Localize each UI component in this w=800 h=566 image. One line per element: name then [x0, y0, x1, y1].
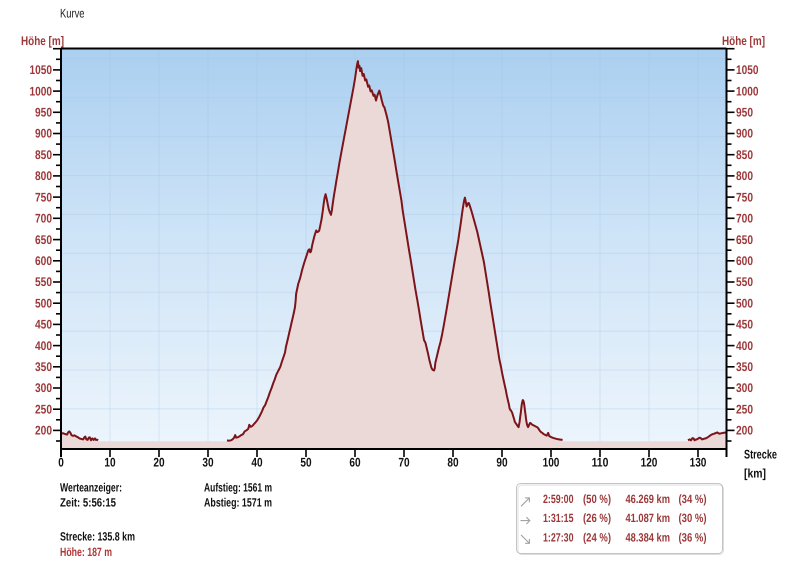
svg-text:200: 200 [736, 424, 753, 438]
svg-text:600: 600 [736, 254, 753, 268]
svg-text:600: 600 [35, 254, 52, 268]
svg-text:650: 650 [35, 233, 52, 247]
svg-text:400: 400 [736, 339, 753, 353]
svg-text:(24 %): (24 %) [583, 531, 611, 545]
svg-text:48.384 km: 48.384 km [626, 531, 671, 545]
svg-text:500: 500 [35, 296, 52, 310]
svg-text:50: 50 [300, 456, 311, 470]
svg-text:900: 900 [736, 127, 753, 141]
svg-text:(50 %): (50 %) [583, 492, 611, 506]
svg-text:450: 450 [35, 318, 52, 332]
svg-text:350: 350 [35, 360, 52, 374]
svg-text:550: 550 [736, 275, 753, 289]
svg-text:10: 10 [104, 456, 115, 470]
svg-text:Aufstieg: 1561 m: Aufstieg: 1561 m [204, 481, 272, 495]
svg-text:1000: 1000 [736, 84, 759, 98]
svg-text:750: 750 [35, 190, 52, 204]
svg-text:Werteanzeiger:: Werteanzeiger: [60, 481, 122, 495]
svg-text:450: 450 [736, 318, 753, 332]
svg-text:46.269 km: 46.269 km [626, 492, 671, 506]
svg-text:130: 130 [690, 456, 707, 470]
svg-text:Höhe [m]: Höhe [m] [722, 34, 765, 48]
svg-text:120: 120 [641, 456, 658, 470]
svg-text:300: 300 [736, 381, 753, 395]
svg-text:1000: 1000 [30, 84, 53, 98]
svg-text:90: 90 [496, 456, 507, 470]
svg-text:Strecke: Strecke [744, 448, 777, 462]
svg-text:0: 0 [58, 456, 64, 470]
svg-text:400: 400 [35, 339, 52, 353]
svg-text:(36 %): (36 %) [679, 531, 707, 545]
svg-text:350: 350 [736, 360, 753, 374]
svg-text:800: 800 [35, 169, 52, 183]
svg-text:500: 500 [736, 296, 753, 310]
svg-text:Zeit: 5:56:15: Zeit: 5:56:15 [60, 496, 116, 510]
svg-text:1050: 1050 [736, 63, 759, 77]
svg-text:2:59:00: 2:59:00 [543, 492, 574, 506]
svg-text:850: 850 [736, 148, 753, 162]
svg-text:100: 100 [543, 456, 560, 470]
svg-text:(26 %): (26 %) [583, 511, 611, 525]
svg-text:60: 60 [349, 456, 360, 470]
svg-text:(30 %): (30 %) [679, 511, 707, 525]
svg-text:20: 20 [153, 456, 164, 470]
svg-text:[km]: [km] [744, 467, 766, 481]
svg-text:1:31:15: 1:31:15 [543, 511, 574, 525]
svg-text:Kurve: Kurve [60, 7, 85, 21]
svg-text:70: 70 [398, 456, 409, 470]
svg-text:(34 %): (34 %) [679, 492, 707, 506]
svg-text:800: 800 [736, 169, 753, 183]
svg-text:Höhe [m]: Höhe [m] [21, 34, 64, 48]
svg-text:950: 950 [35, 106, 52, 120]
svg-text:1:27:30: 1:27:30 [543, 531, 574, 545]
svg-text:110: 110 [592, 456, 609, 470]
svg-text:41.087 km: 41.087 km [626, 511, 671, 525]
svg-text:250: 250 [736, 402, 753, 416]
svg-text:650: 650 [736, 233, 753, 247]
svg-text:850: 850 [35, 148, 52, 162]
svg-text:700: 700 [35, 212, 52, 226]
svg-text:700: 700 [736, 212, 753, 226]
svg-text:80: 80 [447, 456, 458, 470]
svg-text:Höhe: 187 m: Höhe: 187 m [60, 545, 112, 559]
svg-text:200: 200 [35, 424, 52, 438]
svg-text:250: 250 [35, 402, 52, 416]
svg-text:950: 950 [736, 106, 753, 120]
svg-text:Abstieg: 1571 m: Abstieg: 1571 m [204, 496, 272, 510]
svg-text:750: 750 [736, 190, 753, 204]
svg-text:30: 30 [202, 456, 213, 470]
svg-text:Strecke: 135.8 km: Strecke: 135.8 km [60, 530, 135, 544]
svg-text:300: 300 [35, 381, 52, 395]
svg-text:550: 550 [35, 275, 52, 289]
svg-text:40: 40 [251, 456, 262, 470]
svg-text:1050: 1050 [30, 63, 53, 77]
svg-text:900: 900 [35, 127, 52, 141]
